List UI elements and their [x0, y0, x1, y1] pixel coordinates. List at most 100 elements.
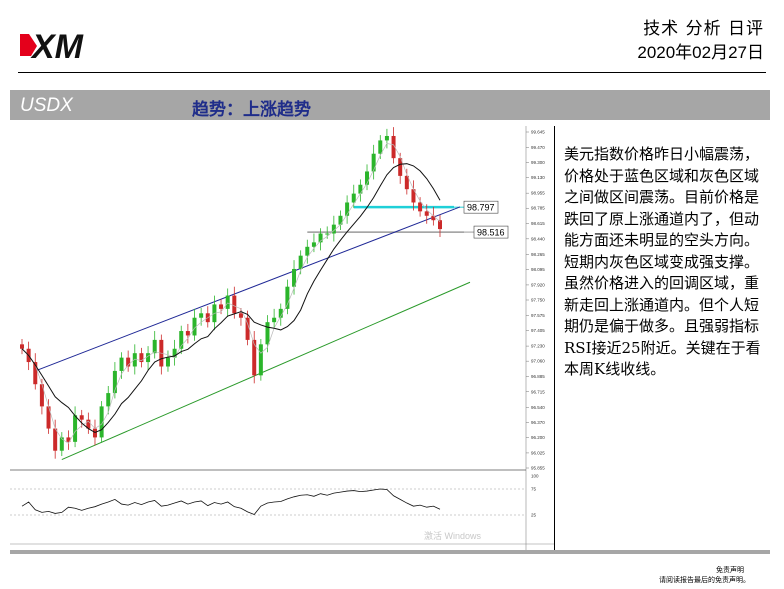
candle-body — [73, 415, 78, 442]
logo-text: XM — [30, 28, 84, 66]
lower-channel-line — [61, 281, 471, 461]
candle-body — [351, 193, 356, 203]
candle-body — [292, 268, 297, 287]
candle-body — [258, 344, 263, 376]
candle-body — [146, 353, 151, 363]
axis-tick-label: 98.615 — [531, 221, 545, 226]
candle-body — [418, 202, 423, 212]
candle-body — [305, 246, 310, 256]
candle-body — [245, 317, 250, 340]
candle-body — [371, 153, 376, 172]
axis-tick-label: 97.920 — [531, 282, 545, 287]
candle-body — [398, 158, 403, 176]
candle-body — [192, 317, 197, 336]
chart-svg: 98.797 98.516 99.645 99.470 99.300 99.130 98.… — [10, 126, 554, 550]
report-title: 技术 分析 日评 — [643, 19, 764, 39]
title-bar: USDX 趋势：上涨趋势 — [10, 90, 770, 120]
axis-tick-label: 99.130 — [531, 175, 545, 180]
candle-body — [252, 339, 257, 376]
candle-body — [225, 295, 230, 309]
price-label-box — [473, 225, 509, 239]
axis-tick-label: 98.440 — [531, 236, 545, 241]
rsi-tick-label: 25 — [531, 513, 537, 518]
candle-body — [86, 419, 91, 429]
moving-averages — [21, 142, 441, 444]
axis-tick-label: 97.060 — [531, 359, 545, 364]
long-moving-average — [21, 163, 441, 433]
candle-body — [298, 255, 303, 269]
candle-body — [106, 393, 111, 407]
price-label-text: 98.516 — [477, 228, 505, 238]
candle-body — [66, 437, 71, 442]
price-chart: 98.797 98.516 99.645 99.470 99.300 99.130 98.… — [10, 126, 554, 550]
axis-tick-label: 96.025 — [531, 450, 545, 455]
axis-tick-label: 98.785 — [531, 206, 545, 211]
channels — [35, 206, 471, 461]
rsi-tick-label: 75 — [531, 487, 537, 492]
candle-body — [79, 415, 84, 420]
candle-body — [199, 313, 204, 318]
axis-tick-label: 97.230 — [531, 344, 545, 349]
candle-body — [272, 317, 277, 323]
report-date: 2020年02月27日 — [637, 43, 764, 62]
candle-body — [172, 348, 177, 358]
trend-label: 趋势：上涨趋势 — [192, 100, 311, 120]
axis-tick-label: 99.645 — [531, 130, 545, 135]
candle-body — [424, 211, 429, 216]
candle-body — [384, 135, 389, 141]
candle-body — [411, 189, 416, 203]
axis-tick-label: 97.405 — [531, 328, 545, 333]
upper-channel-line — [35, 206, 461, 372]
candle-body — [92, 428, 97, 438]
price-labels: 98.797 98.516 — [463, 200, 509, 239]
candle-body — [20, 344, 24, 349]
price-axis: 99.645 99.470 99.300 99.130 98.955 98.785 98.6… — [526, 130, 545, 471]
candle-body — [232, 295, 237, 314]
candle-body — [378, 140, 383, 154]
candle-body — [311, 242, 316, 247]
candle-body — [331, 224, 336, 234]
axis-tick-label: 97.750 — [531, 298, 545, 303]
axis-tick-label: 96.715 — [531, 389, 545, 394]
candle-body — [165, 357, 170, 367]
grid — [10, 126, 554, 550]
candle-body — [152, 339, 157, 354]
axis-tick-label: 99.470 — [531, 145, 545, 150]
candles — [20, 127, 442, 459]
candle-body — [39, 384, 44, 407]
candle-body — [318, 233, 323, 243]
candle-body — [126, 357, 131, 367]
candle-body — [139, 353, 144, 363]
axis-tick-label: 97.575 — [531, 313, 545, 318]
candle-body — [391, 135, 396, 159]
candle-body — [132, 353, 137, 367]
axis-tick-label: 98.955 — [531, 191, 545, 196]
rsi-line — [21, 488, 441, 515]
axis-tick-label: 98.095 — [531, 267, 545, 272]
candle-body — [404, 175, 409, 190]
rsi-tick-label: 100 — [531, 474, 539, 479]
candle-body — [112, 370, 117, 394]
candle-body — [238, 313, 243, 318]
axis-tick-label: 96.540 — [531, 405, 545, 410]
candle-body — [219, 304, 224, 309]
candle-body — [338, 215, 343, 225]
price-label-text: 98.797 — [467, 203, 495, 213]
candle-body — [431, 215, 436, 221]
candle-body — [46, 406, 51, 429]
bottom-bar — [10, 550, 770, 554]
axis-tick-label: 98.265 — [531, 252, 545, 257]
analysis-commentary: 美元指数价格昨日小幅震荡，价格处于蓝色区域和灰色区域之间做区间震荡。目前价格是跌… — [564, 145, 761, 378]
candle-body — [278, 308, 283, 318]
candle-body — [99, 406, 104, 438]
price-label-box — [463, 200, 499, 214]
candle-body — [265, 322, 270, 345]
candle-body — [179, 331, 184, 349]
rsi-panel: 100 75 25 激活 Windows — [10, 474, 539, 541]
candle-body — [358, 184, 363, 194]
candle-body — [365, 171, 370, 185]
vertical-divider — [554, 126, 555, 550]
candle-body — [325, 233, 330, 235]
candle-body — [345, 202, 350, 216]
axis-tick-label: 95.855 — [531, 466, 545, 471]
